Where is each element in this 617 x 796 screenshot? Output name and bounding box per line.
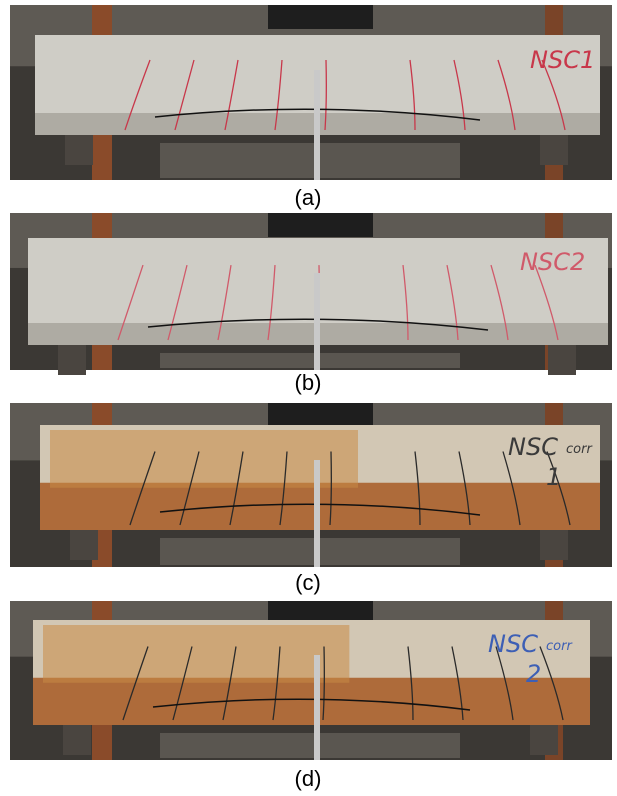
bench xyxy=(160,353,460,368)
bench xyxy=(160,538,460,565)
crack xyxy=(409,59,416,131)
beam-label-sub: corr xyxy=(566,442,593,457)
flexural-crack xyxy=(152,698,471,711)
beam-label-num: 1 xyxy=(546,463,561,491)
support-right xyxy=(540,530,568,560)
crack xyxy=(179,451,200,526)
support-right xyxy=(540,135,568,165)
panel-caption: (a) xyxy=(295,185,322,210)
crack xyxy=(217,264,232,341)
crack xyxy=(174,59,195,131)
crack xyxy=(167,264,188,341)
support-right xyxy=(530,725,558,755)
crack xyxy=(272,646,281,721)
crack xyxy=(451,646,464,721)
crack xyxy=(534,264,559,341)
support-right xyxy=(548,345,576,375)
crack xyxy=(453,59,466,131)
photo-panel: NSC1 xyxy=(10,5,612,180)
lvdt-pole xyxy=(314,273,320,370)
photo-panel: NSC2 xyxy=(10,213,612,375)
crack xyxy=(172,646,193,721)
support-left xyxy=(63,725,91,755)
load-frame xyxy=(268,213,373,237)
crack xyxy=(124,59,151,131)
crack xyxy=(129,451,156,526)
load-frame xyxy=(268,403,373,427)
crack xyxy=(224,59,239,131)
crack xyxy=(546,451,571,526)
bench xyxy=(160,143,460,178)
crack xyxy=(122,646,149,721)
rust-band xyxy=(33,677,590,725)
crack xyxy=(502,451,521,526)
crack xyxy=(279,451,288,526)
crack xyxy=(322,646,325,721)
beam-label-sub: corr xyxy=(546,639,573,654)
rust-stain xyxy=(43,625,350,683)
photo-panel: NSC corr 1 xyxy=(10,403,612,567)
crack xyxy=(495,646,514,721)
photo-panel: NSC corr 2 xyxy=(10,601,612,760)
bench xyxy=(160,733,460,758)
beam-label: NSC2 xyxy=(520,248,585,276)
rust-stain xyxy=(50,430,358,488)
support-left xyxy=(70,530,98,560)
crack xyxy=(541,59,566,131)
panel-caption: (d) xyxy=(295,766,322,791)
crack xyxy=(402,265,409,341)
panel-caption: (b) xyxy=(295,370,322,395)
crack xyxy=(267,265,276,341)
lvdt-pole xyxy=(314,655,320,760)
crack xyxy=(490,264,509,341)
crack xyxy=(117,264,144,341)
crack xyxy=(407,646,414,721)
crack xyxy=(329,451,332,526)
crack xyxy=(324,59,327,131)
support-left xyxy=(65,135,93,165)
crack xyxy=(229,451,244,526)
support-left xyxy=(58,345,86,375)
beam-label: NSC xyxy=(508,433,558,461)
crack xyxy=(274,59,283,131)
beam-label: NSC1 xyxy=(530,46,595,74)
panel-caption: (c) xyxy=(295,570,321,595)
crack xyxy=(414,451,421,526)
beam-label-num: 2 xyxy=(526,660,541,688)
beam-label: NSC xyxy=(488,630,538,658)
lvdt-pole xyxy=(314,70,320,180)
crack xyxy=(458,451,471,526)
lvdt-pole xyxy=(314,460,320,567)
load-frame xyxy=(268,5,373,29)
crack xyxy=(497,59,516,131)
crack xyxy=(222,646,237,721)
crack xyxy=(446,264,459,341)
crack xyxy=(539,646,564,721)
